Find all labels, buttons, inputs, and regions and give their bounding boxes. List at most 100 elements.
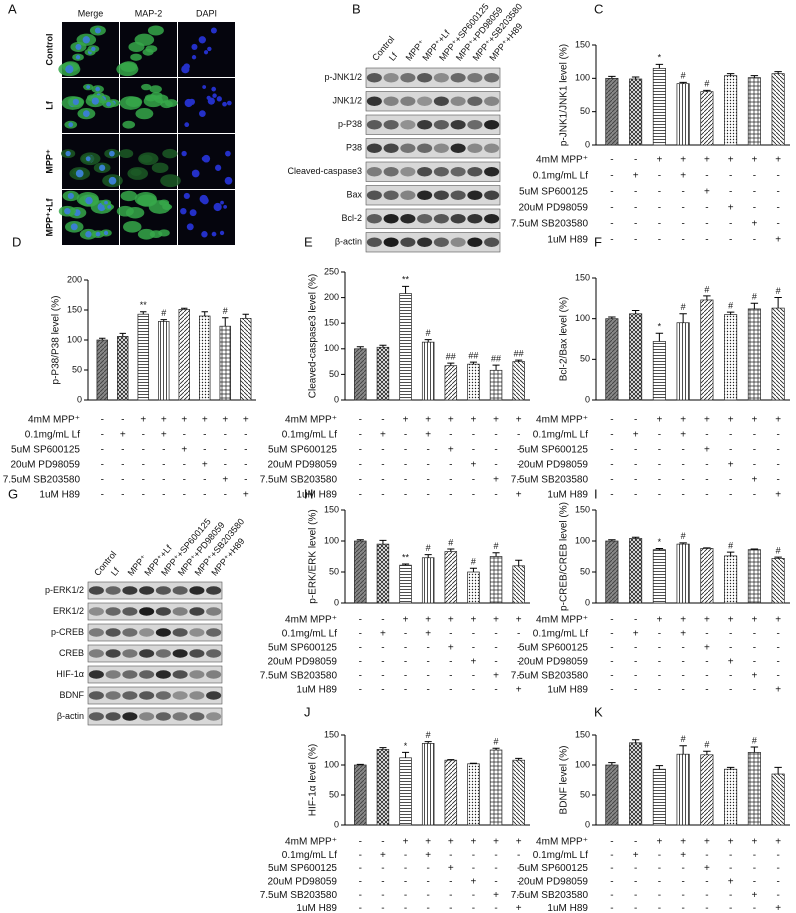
treatment-sign: + [471, 615, 477, 626]
blot-strip [365, 67, 501, 88]
blot-band [206, 607, 222, 616]
treatment-sign: - [101, 490, 104, 501]
nucleus [104, 200, 108, 205]
significance-mark: # [752, 292, 757, 302]
error-bar [703, 295, 711, 300]
panel-letter: H [304, 486, 313, 501]
treatment-sign: - [776, 629, 779, 640]
treatment-sign: - [183, 460, 186, 471]
cell-body [160, 174, 181, 188]
treatment-sign: - [381, 863, 384, 874]
treatment-sign: - [203, 490, 206, 501]
treatment-sign: + [516, 415, 522, 426]
cell-body [137, 228, 156, 240]
bar [512, 361, 525, 401]
treatment-sign: + [471, 460, 477, 471]
band-label: CREB [59, 648, 84, 658]
treatment-sign: + [775, 490, 781, 501]
cell-body [162, 148, 178, 159]
treatment-label: 1uM H89 [547, 235, 588, 246]
treatment-sign: - [381, 615, 384, 626]
treatment-sign: - [753, 657, 756, 668]
treatment-sign: - [472, 671, 475, 682]
significance-mark: ** [402, 275, 410, 285]
treatment-sign: - [101, 475, 104, 486]
bar [605, 764, 619, 826]
treatment-sign: - [472, 903, 475, 913]
significance-mark: # [426, 328, 431, 338]
error-bar [492, 552, 500, 557]
cell-body [116, 205, 134, 217]
treatment-sign: - [121, 475, 124, 486]
blot-band [206, 712, 222, 721]
treatment-sign: + [222, 415, 228, 426]
bar [399, 293, 412, 401]
treatment-sign: + [448, 863, 454, 874]
treatment-label: 20uM PD98059 [519, 877, 589, 888]
blot-strip [87, 623, 223, 642]
bar [117, 336, 129, 401]
treatment-sign: - [681, 490, 684, 501]
treatment-sign: + [751, 615, 757, 626]
treatment-sign: - [449, 890, 452, 901]
cell-body [143, 95, 163, 108]
treatment-sign: - [427, 490, 430, 501]
blot-band [88, 712, 104, 721]
treatment-sign: - [359, 475, 362, 486]
treatment-sign: - [404, 877, 407, 888]
significance-mark: # [681, 531, 686, 541]
cell-body [130, 53, 142, 61]
treatment-sign: - [610, 460, 613, 471]
treatment-sign: - [634, 155, 637, 166]
bar [747, 308, 761, 401]
treatment-sign: - [404, 850, 407, 861]
treatment-sign: - [776, 430, 779, 441]
treatment-sign: + [633, 171, 639, 182]
error-bar [655, 765, 664, 770]
nucleus [211, 231, 217, 237]
treatment-sign: - [634, 671, 637, 682]
blot-band [122, 628, 138, 637]
blot-band [417, 73, 433, 83]
treatment-sign: - [244, 460, 247, 471]
y-axis-label: BDNF level (%) [559, 746, 570, 815]
treatment-sign: - [658, 171, 661, 182]
treatment-sign: - [634, 890, 637, 901]
treatment-sign: + [425, 615, 431, 626]
treatment-sign: - [101, 430, 104, 441]
treatment-sign: - [404, 430, 407, 441]
blot-band [172, 670, 188, 679]
blot-band [467, 73, 483, 83]
treatment-sign: - [244, 445, 247, 456]
treatment-label: 7.5uM SB203580 [511, 219, 589, 230]
treatment-sign: - [404, 445, 407, 456]
treatment-sign: - [381, 415, 384, 426]
y-tick-label: 0 [77, 394, 82, 404]
treatment-sign: - [494, 903, 497, 913]
blot-band [383, 214, 399, 224]
nucleus [183, 192, 190, 200]
treatment-sign: - [753, 863, 756, 874]
y-tick-label: 200 [67, 274, 82, 284]
treatment-sign: + [493, 415, 499, 426]
bar [700, 754, 714, 826]
blot-band [417, 143, 433, 153]
treatment-sign: - [610, 657, 613, 668]
bar [700, 299, 714, 401]
y-tick-label: 0 [585, 597, 590, 607]
treatment-sign: - [404, 890, 407, 901]
treatment-sign: + [704, 415, 710, 426]
y-tick-label: 100 [324, 759, 339, 769]
bar [444, 551, 458, 604]
treatment-sign: - [203, 430, 206, 441]
blot-band [139, 628, 155, 637]
bar [652, 341, 666, 401]
error-bar [424, 741, 432, 744]
treatment-sign: - [494, 685, 497, 696]
bar [629, 742, 643, 826]
treatment-sign: - [634, 657, 637, 668]
treatment-sign: - [359, 863, 362, 874]
treatment-sign: + [680, 629, 686, 640]
y-tick-label: 0 [334, 819, 339, 829]
significance-mark: # [752, 735, 757, 745]
